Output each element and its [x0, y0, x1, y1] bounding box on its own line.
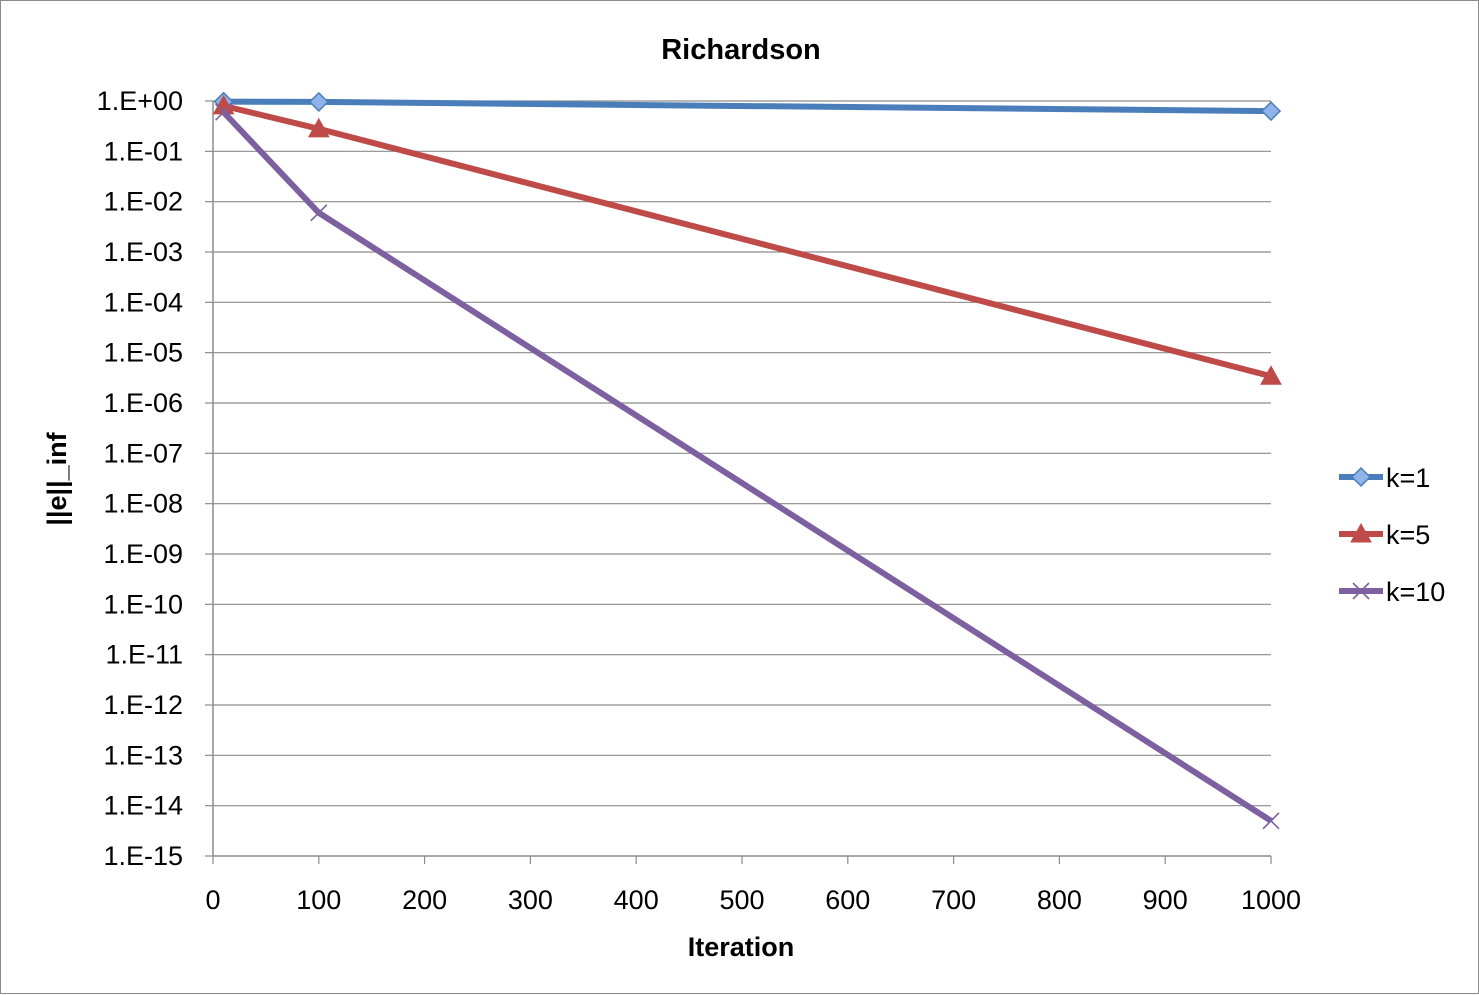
data-point-diamond [308, 91, 329, 112]
legend-item: k=1 [1339, 463, 1430, 493]
y-tick-label: 1.E-07 [103, 438, 183, 468]
y-tick-label: 1.E-13 [103, 740, 183, 770]
series-lines [212, 91, 1282, 830]
y-axis-title: ||e||_inf [42, 431, 72, 525]
y-tick-labels: 1.E+00 1.E-01 1.E-02 1.E-03 1.E-04 1.E-05 1.E-… [97, 86, 183, 871]
data-point-triangle [1350, 522, 1372, 543]
x-tick-label: 1000 [1241, 885, 1301, 915]
x-tick-label: 400 [614, 885, 659, 915]
series-line [223, 98, 1272, 115]
data-point-triangle [1260, 365, 1282, 385]
y-tick-label: 1.E-03 [103, 237, 183, 267]
data-point-diamond [1260, 101, 1282, 122]
legend-item: k=10 [1339, 577, 1445, 607]
y-tick-label: 1.E-15 [103, 841, 183, 871]
x-tick-label: 900 [1143, 885, 1188, 915]
y-tick-label: 1.E-14 [103, 791, 183, 821]
legend-label: k=5 [1386, 520, 1430, 550]
series-line [221, 110, 1273, 824]
series-line [222, 102, 1272, 380]
y-tick-label: 1.E-05 [103, 338, 183, 368]
y-tick-label: 1.E-06 [103, 388, 183, 418]
y-tick-label: 1.E-08 [103, 489, 183, 519]
x-tick-labels: 0 100 200 300 400 500 600 700 800 900 1000 [205, 885, 1301, 915]
x-tick-label: 600 [825, 885, 870, 915]
data-point-x [1262, 812, 1280, 830]
data-point-diamond [1350, 466, 1372, 488]
gridlines [213, 100, 1271, 807]
data-point-x [1352, 582, 1370, 600]
data-point-x [310, 204, 328, 222]
legend-label: k=10 [1386, 577, 1445, 607]
x-tick-label: 800 [1037, 885, 1082, 915]
y-tick-label: 1.E-09 [103, 539, 183, 569]
y-tick-label: 1.E-02 [103, 187, 183, 217]
legend: k=1 k=5 k=10 [1339, 463, 1445, 607]
y-tick-label: 1.E-12 [103, 690, 183, 720]
x-tick-label: 300 [508, 885, 553, 915]
series-k=10 [215, 103, 1280, 830]
series-k=5 [212, 94, 1282, 385]
series-k=1 [213, 91, 1282, 122]
x-axis-title: Iteration [688, 932, 795, 962]
y-tick-label: 1.E+00 [97, 86, 183, 116]
y-tick-label: 1.E-01 [103, 136, 183, 166]
x-tick-label: 700 [931, 885, 976, 915]
axes [205, 100, 1272, 864]
chart-title: Richardson [661, 34, 821, 66]
x-tick-label: 200 [402, 885, 447, 915]
data-point-triangle [307, 117, 330, 138]
x-tick-label: 500 [719, 885, 764, 915]
y-tick-label: 1.E-11 [105, 640, 183, 670]
legend-label: k=1 [1386, 463, 1430, 493]
y-tick-label: 1.E-10 [103, 589, 183, 619]
x-tick-label: 0 [205, 885, 220, 915]
x-tick-label: 100 [296, 885, 341, 915]
y-tick-label: 1.E-04 [103, 287, 183, 317]
legend-item: k=5 [1339, 520, 1430, 550]
data-point-x [215, 103, 233, 121]
